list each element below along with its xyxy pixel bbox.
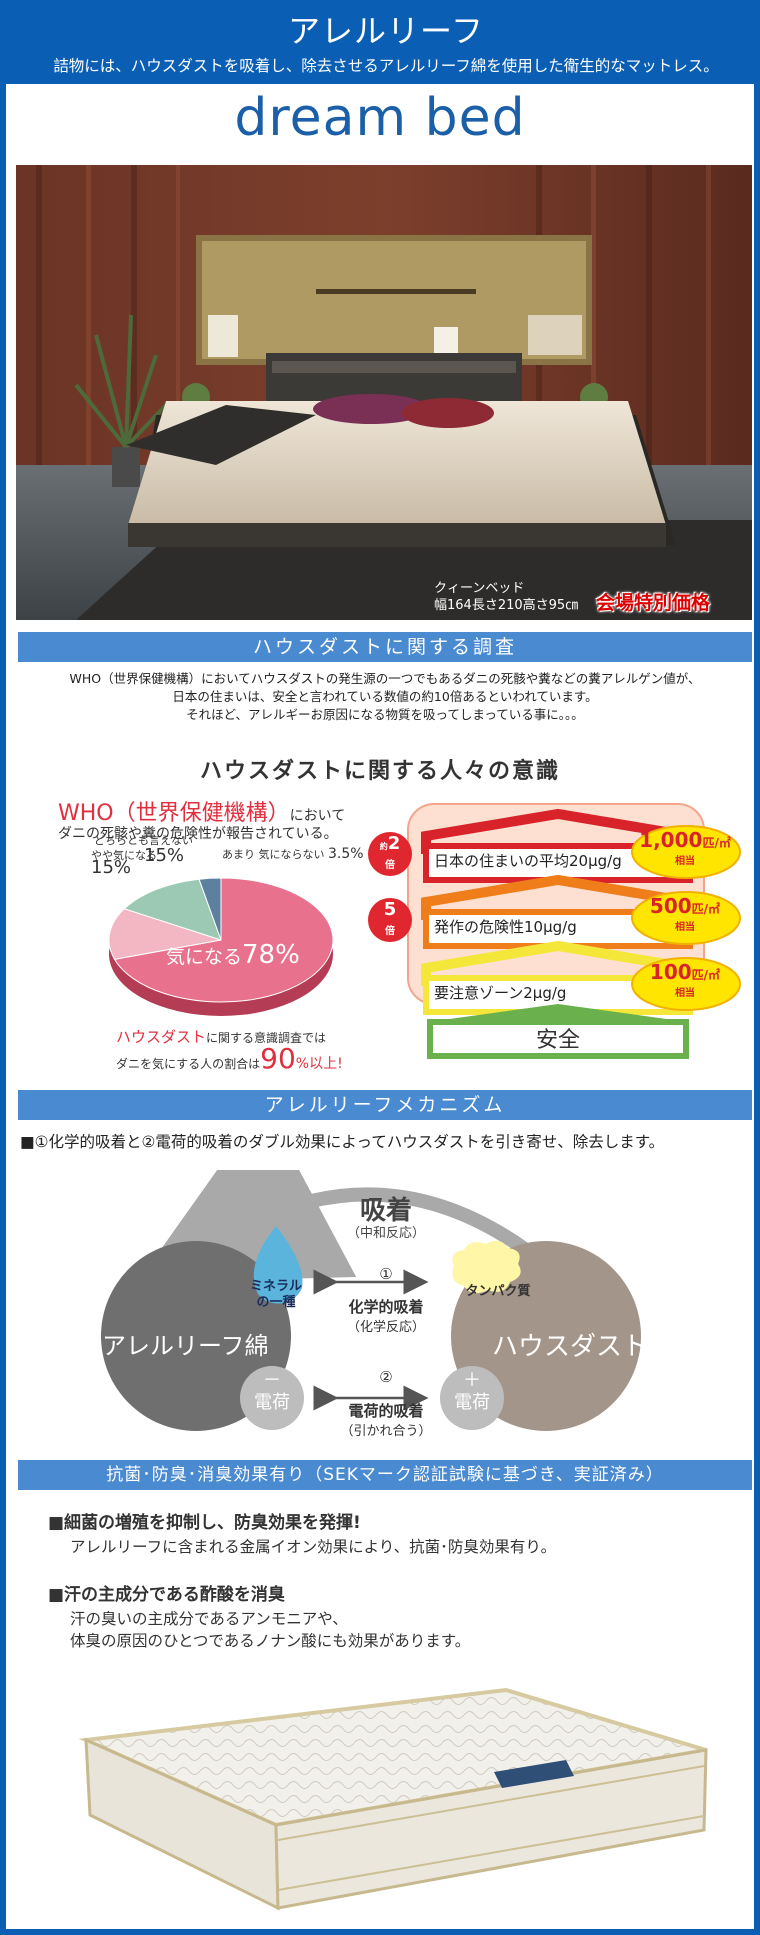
pie-slice <box>108 908 222 960</box>
level-value-burst <box>631 825 741 879</box>
house-level-text: 要注意ゾーン2μg/g <box>434 984 567 1002</box>
section-antibacterial-title: 抗菌･防臭･消臭効果有り（SEKマーク認証試験に基づき、実証済み） <box>18 1460 752 1490</box>
feature-text-deodorant: 汗の臭いの主成分であるアンモニアや、 体臭の原因のひとつであるノナン酸にも効果が… <box>70 1610 471 1650</box>
header-bar: アレルリーフ 詰物には、ハウスダストを吸着し、除去させるアレルリーフ綿を使用した… <box>6 0 754 84</box>
allerleaf-label: アレルリーフ綿 <box>102 1332 269 1360</box>
mechanism-intro: ■①化学的吸着と②電荷的吸着のダブル効果によってハウスダストを引き寄せ、除去しま… <box>20 1133 665 1151</box>
chem-sub-label: （化学反応） <box>346 1320 425 1335</box>
page-subtitle: 詰物には、ハウスダストを吸着し、除去させるアレルリーフ綿を使用した衛生的なマット… <box>53 57 719 75</box>
multiplier-badge-text: 約2 倍 <box>379 833 401 872</box>
mineral-label: ミネラル の一種 <box>249 1279 302 1310</box>
adsorb-sub-label: （中和反応） <box>346 1226 425 1241</box>
minus-charge-icon <box>240 1366 304 1430</box>
pie-label-neither: どちらとも言えない <box>94 834 193 847</box>
elec-number: ② <box>379 1368 393 1386</box>
page-title: アレルリーフ <box>287 12 485 50</box>
bed-size: 幅164長さ210高さ95㎝ <box>434 598 579 613</box>
mattress-label-tag <box>494 1760 574 1788</box>
section-mechanism-title: アレルリーフメカニズム <box>18 1090 752 1120</box>
pie-label-slightly: やや気になる 15% <box>91 849 157 878</box>
minus-charge-label: －電荷 <box>254 1370 290 1413</box>
bedroom-illustration <box>16 165 752 620</box>
pie-slice <box>113 877 334 1003</box>
bed-name: クィーンベッド <box>434 581 525 596</box>
mineral-drop-icon <box>253 1226 303 1304</box>
house-level-value: 100匹/㎡ 相当 <box>649 960 721 999</box>
survey-text-line: それほど、アレルギーお原因になる物質を吸ってしまっている事に。。。 <box>186 707 584 722</box>
survey-text-line: 日本の住まいは、安全と言われている数値の約10倍あるといわれています。 <box>172 689 598 704</box>
house-level-text: 発作の危険性10μg/g <box>434 918 577 936</box>
protein-label: タンパク質 <box>465 1284 531 1299</box>
section-housedust-survey-title: ハウスダストに関する調査 <box>18 632 752 662</box>
who-suffix: において <box>289 808 346 824</box>
elec-sub-label: （引かれ合う） <box>340 1424 432 1439</box>
bedroom-photo <box>16 165 752 620</box>
plus-charge-label: ＋電荷 <box>454 1370 490 1413</box>
multiplier-badge <box>368 898 412 942</box>
adsorb-arrow <box>137 1170 531 1283</box>
adsorb-label: 吸着 <box>359 1196 412 1226</box>
house-level-value: 500匹/㎡ 相当 <box>649 894 721 933</box>
pie-label-neither-pct: 15% <box>144 845 185 866</box>
feature-text-antibacterial: アレルリーフに含まれる金属イオン効果により、抗菌･防臭効果有り。 <box>70 1538 557 1556</box>
chem-label: 化学的吸着 <box>348 1298 424 1316</box>
mechanism-diagram <box>101 1170 641 1431</box>
safe-label: 安全 <box>535 1028 580 1053</box>
elec-label: 電荷的吸着 <box>348 1402 424 1420</box>
awareness-heading: ハウスダストに関する人々の意識 <box>199 759 560 784</box>
brand-logo: dream bed <box>234 88 526 148</box>
who-name: WHO（世界保健機構） <box>58 801 290 826</box>
protein-cloud-icon <box>452 1240 521 1294</box>
pie-main-label: 気になる78% <box>166 940 300 970</box>
survey-summary-line1: ハウスダストに関する意識調査では <box>116 1028 327 1046</box>
bed-caption: クィーンベッド 幅164長さ210高さ95㎝ <box>434 580 578 614</box>
chem-number: ① <box>379 1265 393 1283</box>
house-level-diagram <box>368 803 741 1059</box>
mattress-image <box>78 1687 708 1911</box>
special-price-badge: 会場特別価格 <box>596 592 711 614</box>
plus-charge-icon <box>440 1366 504 1430</box>
level-value-burst <box>631 891 741 945</box>
pie-slice <box>123 878 222 941</box>
house-level-value: 1,000匹/㎡ 相当 <box>639 828 731 867</box>
who-statement-line2: ダニの死骸や糞の危険性が報告されている。 <box>58 826 338 842</box>
survey-summary-line2: ダニを気にする人の割合は90%以上! <box>116 1042 343 1075</box>
feature-heading-deodorant: ■汗の主成分である酢酸を消臭 <box>48 1585 285 1605</box>
survey-text-line: WHO（世界保健機構）においてハウスダストの発生源の一つでもあるダニの死骸や糞な… <box>69 671 701 686</box>
level-value-burst <box>631 957 741 1011</box>
who-statement: WHO（世界保健機構）において <box>58 795 345 827</box>
survey-description: WHO（世界保健機構）においてハウスダストの発生源の一つでもあるダニの死骸や糞な… <box>20 670 750 724</box>
housedust-label: ハウスダスト <box>492 1332 649 1362</box>
awareness-pie-chart <box>108 877 334 1016</box>
pie-slice <box>198 877 222 941</box>
house-level-text: 日本の住まいの平均20μg/g <box>434 852 622 870</box>
feature-heading-antibacterial: ■細菌の増殖を抑制し、防臭効果を発揮! <box>48 1513 361 1533</box>
pie-label-not-much: あまり 気にならない 3.5% <box>222 846 364 862</box>
multiplier-badge <box>368 832 412 876</box>
